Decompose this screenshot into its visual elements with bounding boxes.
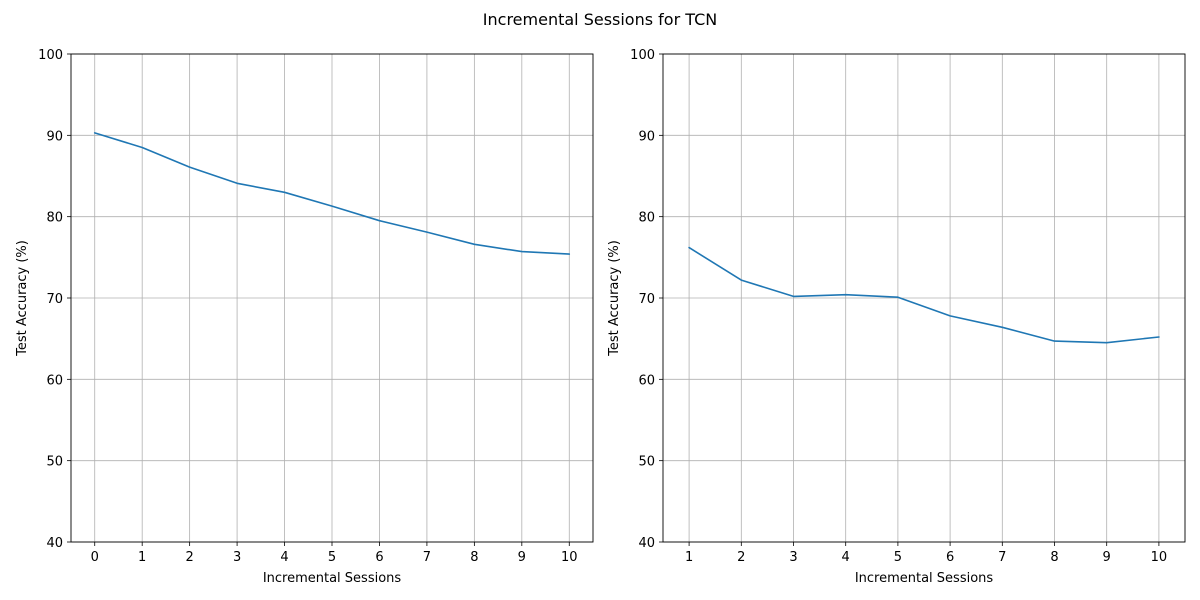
y-axis-label: Test Accuracy (%): [15, 240, 30, 357]
axes-frame: [70, 53, 594, 543]
y-tick-label: 90: [638, 129, 655, 144]
y-tick-label: 70: [46, 292, 63, 307]
y-tick-label: 100: [630, 48, 655, 63]
y-tick-label: 100: [38, 48, 63, 63]
x-tick-label: 8: [1050, 550, 1058, 565]
figure-title: Incremental Sessions for TCN: [482, 10, 718, 29]
x-tick-label: 5: [328, 550, 336, 565]
x-tick-label: 2: [737, 550, 745, 565]
y-tick-label: 90: [46, 129, 63, 144]
x-tick-label: 4: [280, 550, 288, 565]
y-tick-label: 70: [638, 292, 655, 307]
axes-frame: [662, 53, 1186, 543]
y-axis-label: Test Accuracy (%): [607, 240, 622, 357]
y-tick-label: 50: [638, 455, 655, 470]
x-tick-label: 7: [423, 550, 431, 565]
x-tick-label: 9: [518, 550, 526, 565]
x-tick-label: 9: [1103, 550, 1111, 565]
x-tick-label: 5: [894, 550, 902, 565]
y-tick-label: 80: [46, 211, 63, 226]
left-chart-panel: 0 1 2 3 4 5 6 7 8 9 10 40 50 60 70 80 90 100 Incremental S…: [15, 48, 594, 586]
x-tick-label: 1: [138, 550, 146, 565]
x-tick-label: 3: [233, 550, 241, 565]
x-tick-label: 3: [789, 550, 797, 565]
x-axis-label: Incremental Sessions: [263, 571, 402, 586]
x-tick-label: 6: [946, 550, 954, 565]
x-tick-label: 4: [842, 550, 850, 565]
y-tick-label: 60: [46, 373, 63, 388]
x-tick-label: 6: [375, 550, 383, 565]
x-axis-label: Incremental Sessions: [855, 571, 994, 586]
y-tick-label: 40: [46, 536, 63, 551]
x-tick-label: 10: [1151, 550, 1168, 565]
y-tick-label: 80: [638, 211, 655, 226]
right-chart-panel: 1 2 3 4 5 6 7 8 9 10 40 50 60 70 80 90 100 Incremental Se…: [607, 48, 1186, 586]
y-tick-label: 60: [638, 373, 655, 388]
x-tick-label: 7: [998, 550, 1006, 565]
x-tick-label: 10: [561, 550, 578, 565]
y-tick-label: 50: [46, 455, 63, 470]
series-line: [688, 246, 1160, 344]
y-tick-label: 40: [638, 536, 655, 551]
x-tick-label: 2: [185, 550, 193, 565]
x-tick-label: 1: [685, 550, 693, 565]
x-tick-label: 8: [470, 550, 478, 565]
x-tick-label: 0: [91, 550, 99, 565]
